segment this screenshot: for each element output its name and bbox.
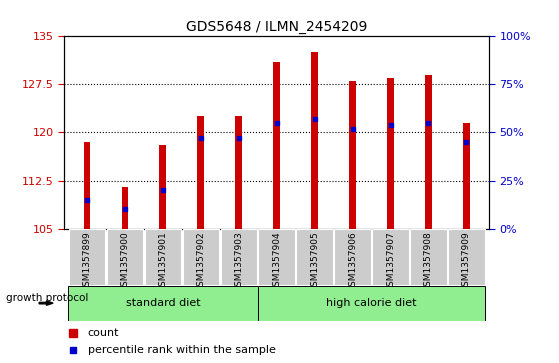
Bar: [258, 286, 485, 321]
Text: GSM1357901: GSM1357901: [158, 232, 167, 292]
Bar: [68, 286, 258, 321]
Bar: [425, 75, 432, 229]
Bar: [197, 117, 204, 229]
Bar: [69, 229, 105, 285]
Text: GSM1357906: GSM1357906: [348, 232, 357, 292]
Bar: [107, 229, 143, 285]
Text: GSM1357902: GSM1357902: [196, 232, 205, 292]
Bar: [349, 81, 356, 229]
Text: high calorie diet: high calorie diet: [326, 298, 417, 308]
Bar: [463, 123, 470, 229]
Bar: [372, 229, 409, 285]
Text: GSM1357908: GSM1357908: [424, 232, 433, 292]
Text: GSM1357899: GSM1357899: [83, 232, 92, 292]
Text: GSM1357909: GSM1357909: [462, 232, 471, 292]
Bar: [387, 78, 394, 229]
Text: GSM1357905: GSM1357905: [310, 232, 319, 292]
Bar: [296, 229, 333, 285]
Text: GSM1357904: GSM1357904: [272, 232, 281, 292]
Bar: [311, 52, 318, 229]
Title: GDS5648 / ILMN_2454209: GDS5648 / ILMN_2454209: [186, 20, 367, 34]
Bar: [235, 117, 242, 229]
Text: percentile rank within the sample: percentile rank within the sample: [88, 345, 276, 355]
Text: standard diet: standard diet: [126, 298, 200, 308]
Text: count: count: [88, 328, 119, 338]
Bar: [221, 229, 257, 285]
Text: growth protocol: growth protocol: [6, 293, 88, 303]
Bar: [273, 62, 280, 229]
Bar: [145, 229, 181, 285]
Text: GSM1357903: GSM1357903: [234, 232, 243, 292]
Bar: [410, 229, 447, 285]
Bar: [159, 145, 167, 229]
Text: GSM1357900: GSM1357900: [121, 232, 130, 292]
Bar: [183, 229, 219, 285]
Bar: [121, 187, 129, 229]
Bar: [448, 229, 485, 285]
Bar: [84, 142, 91, 229]
Bar: [334, 229, 371, 285]
Bar: [258, 229, 295, 285]
Text: GSM1357907: GSM1357907: [386, 232, 395, 292]
